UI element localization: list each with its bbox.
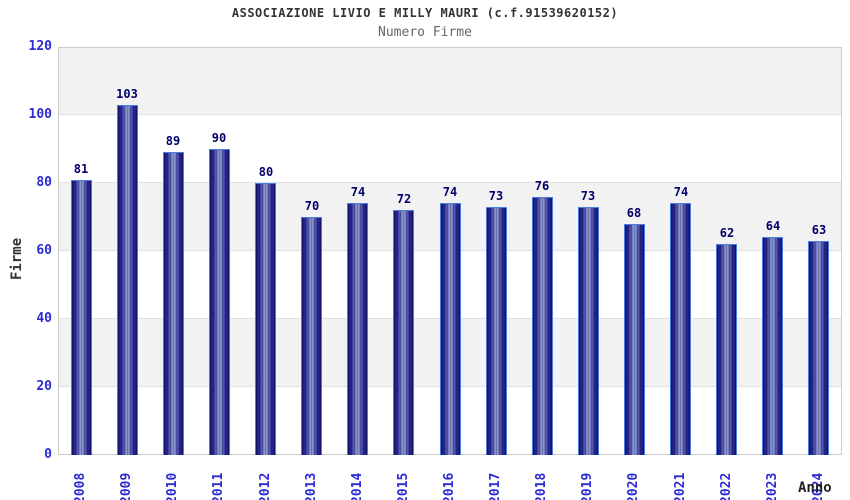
- bar-value-label: 74: [673, 185, 689, 199]
- bar-value-label: 89: [165, 134, 181, 148]
- chart-subtitle: Numero Firme: [378, 25, 472, 40]
- bar-2024: [808, 241, 829, 455]
- grid-band: [59, 48, 841, 114]
- y-tick-label: 60: [36, 243, 52, 258]
- x-tick-label: 2017: [488, 472, 503, 500]
- bar-value-label: 73: [580, 189, 596, 203]
- bar-value-label: 80: [258, 165, 274, 179]
- bar-value-label: 103: [116, 87, 138, 101]
- bar-2019: [578, 207, 599, 455]
- bar-value-label: 72: [396, 192, 412, 206]
- x-tick-label: 2020: [626, 472, 641, 500]
- bar-value-label: 68: [626, 206, 642, 220]
- x-tick-label: 2016: [442, 472, 457, 500]
- x-axis-title: Anno: [798, 480, 832, 496]
- bar-2010: [163, 152, 184, 455]
- x-tick-label: 2011: [211, 472, 226, 500]
- x-tick-label: 2010: [165, 472, 180, 500]
- gridline: [59, 114, 841, 115]
- y-tick-label: 100: [28, 107, 52, 122]
- bar-value-label: 63: [811, 223, 827, 237]
- x-tick-label: 2023: [765, 472, 780, 500]
- y-tick-label: 80: [36, 175, 52, 190]
- bar-2017: [486, 207, 507, 455]
- bar-value-label: 73: [488, 189, 504, 203]
- bar-value-label: 70: [304, 199, 320, 213]
- x-tick-label: 2019: [580, 472, 595, 500]
- grid-band: [59, 114, 841, 182]
- bar-2023: [762, 237, 783, 455]
- bar-2011: [209, 149, 230, 455]
- x-tick-label: 2013: [304, 472, 319, 500]
- bar-2021: [670, 203, 691, 455]
- x-tick-label: 2008: [73, 472, 88, 500]
- x-tick-label: 2012: [258, 472, 273, 500]
- bar-value-label: 90: [211, 131, 227, 145]
- x-tick-label: 2009: [119, 472, 134, 500]
- x-tick-label: 2021: [673, 472, 688, 500]
- bar-2022: [716, 244, 737, 455]
- bar-2018: [532, 197, 553, 455]
- y-tick-label: 120: [28, 39, 52, 54]
- x-tick-label: 2018: [534, 472, 549, 500]
- bar-2008: [71, 180, 92, 455]
- bar-value-label: 74: [442, 185, 458, 199]
- bar-2014: [347, 203, 368, 455]
- bar-2009: [117, 105, 138, 455]
- x-tick-label: 2014: [350, 472, 365, 500]
- chart-title: ASSOCIAZIONE LIVIO E MILLY MAURI (c.f.91…: [231, 6, 619, 20]
- bar-value-label: 81: [73, 162, 89, 176]
- bar-2015: [393, 210, 414, 455]
- y-tick-label: 20: [36, 379, 52, 394]
- bar-value-label: 74: [350, 185, 366, 199]
- bars-layer: 81 103 89 90 80 70 74 72 74 73 76 73 68 74 62 64 63: [58, 47, 842, 455]
- bar-2012: [255, 183, 276, 455]
- bar-2020: [624, 224, 645, 455]
- x-tick-label: 2015: [396, 472, 411, 500]
- bar-value-label: 62: [719, 226, 735, 240]
- gridline: [59, 182, 841, 183]
- y-tick-label: 0: [44, 447, 52, 462]
- x-tick-label: 2022: [719, 472, 734, 500]
- bar-2013: [301, 217, 322, 455]
- bar-value-label: 76: [534, 179, 550, 193]
- bar-value-label: 64: [765, 219, 781, 233]
- y-tick-label: 40: [36, 311, 52, 326]
- bar-2016: [440, 203, 461, 455]
